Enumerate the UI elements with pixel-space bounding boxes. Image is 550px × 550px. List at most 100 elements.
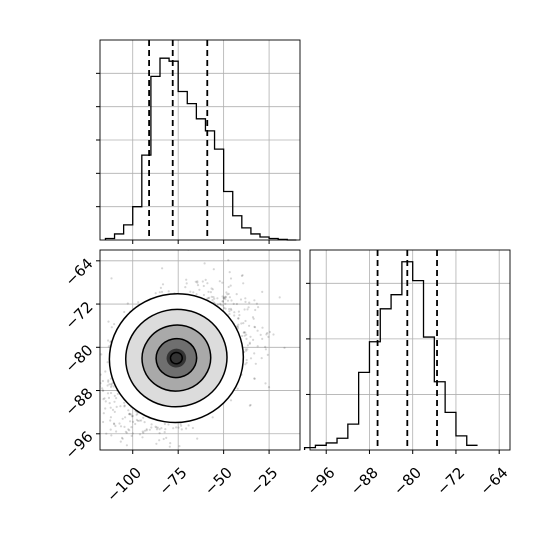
y-histogram-panel: −96 −88 −80 −72 −64 — [303, 249, 512, 499]
scatter-point — [114, 424, 117, 428]
scatter-point — [118, 422, 121, 425]
hist-y-x-tick-label: −96 — [303, 464, 338, 499]
scatter-point — [129, 420, 132, 423]
scatter-point — [161, 283, 165, 286]
scatter-point — [102, 389, 105, 392]
scatter-point — [226, 293, 229, 296]
scatter-point — [108, 383, 111, 386]
scatter-point — [245, 333, 248, 336]
scatter-point — [179, 422, 182, 425]
scatter-point — [158, 291, 161, 294]
scatter-point — [138, 433, 142, 436]
scatter-point — [264, 345, 267, 348]
scatter-point — [232, 302, 235, 305]
scatter-point — [268, 330, 271, 334]
scatter-point — [131, 455, 133, 457]
scatter-point — [254, 362, 257, 365]
scatter-point — [242, 322, 245, 325]
scatter-point — [167, 423, 170, 426]
scatter-point — [154, 292, 157, 295]
scatter-point — [194, 280, 197, 283]
scatter-point — [261, 337, 264, 340]
scatter-point — [94, 421, 96, 423]
scatter-point — [150, 423, 153, 426]
density-y-tick-label: −96 — [61, 428, 96, 463]
scatter-point — [131, 414, 134, 418]
scatter-point — [105, 432, 108, 435]
scatter-point — [228, 308, 231, 311]
scatter-point — [145, 429, 148, 432]
scatter-point — [119, 405, 122, 408]
scatter-point — [267, 335, 270, 338]
scatter-point — [228, 310, 231, 313]
density-x-tick-label: −50 — [201, 464, 236, 499]
scatter-point — [167, 290, 170, 293]
scatter-point — [104, 407, 107, 410]
scatter-point — [221, 295, 224, 298]
scatter-point — [248, 404, 251, 407]
scatter-point — [244, 363, 247, 366]
scatter-point — [224, 302, 227, 305]
scatter-point — [124, 416, 127, 419]
scatter-point — [123, 401, 126, 404]
scatter-point — [202, 293, 205, 297]
scatter-point — [223, 296, 226, 299]
scatter-point — [123, 310, 126, 314]
scatter-point — [244, 348, 247, 351]
scatter-point — [107, 339, 110, 342]
scatter-point — [253, 325, 256, 328]
scatter-point — [158, 439, 161, 442]
scatter-point — [142, 431, 145, 434]
hist-y-frame — [309, 249, 511, 451]
scatter-point — [163, 431, 166, 434]
scatter-point — [237, 317, 240, 320]
scatter-point — [102, 412, 105, 415]
scatter-point — [172, 427, 175, 430]
scatter-point — [119, 425, 123, 428]
scatter-point — [52, 397, 54, 399]
scatter-point — [100, 353, 103, 356]
scatter-point — [238, 314, 241, 317]
hist-y-x-tick-label: −64 — [476, 464, 511, 499]
scatter-point — [246, 344, 249, 347]
hist-y-x-tick-label: −80 — [390, 464, 425, 499]
scatter-point — [113, 400, 116, 403]
scatter-point — [101, 379, 104, 383]
scatter-point — [103, 397, 106, 400]
scatter-point — [124, 430, 127, 433]
scatter-point — [252, 338, 255, 341]
scatter-point — [150, 426, 153, 429]
scatter-point — [225, 291, 228, 294]
scatter-point — [128, 412, 131, 415]
scatter-point — [148, 428, 151, 431]
scatter-point — [168, 445, 171, 448]
density-y-tick-label: −72 — [61, 298, 96, 333]
scatter-point — [283, 346, 286, 349]
density-y-tick-label: −88 — [61, 384, 96, 419]
scatter-point — [254, 308, 257, 312]
scatter-point — [140, 419, 143, 422]
scatter-point — [143, 421, 146, 424]
scatter-point — [65, 336, 67, 338]
scatter-point — [101, 387, 104, 390]
scatter-point — [266, 353, 269, 356]
density-contour — [169, 351, 183, 365]
scatter-point — [177, 426, 180, 429]
scatter-point — [104, 370, 107, 373]
scatter-point — [206, 297, 209, 300]
scatter-point — [212, 296, 215, 299]
scatter-point — [155, 426, 158, 429]
scatter-point — [223, 306, 226, 309]
scatter-point — [237, 323, 240, 326]
scatter-point — [227, 259, 230, 262]
scatter-point — [115, 397, 118, 400]
scatter-point — [241, 274, 244, 277]
scatter-point — [142, 416, 145, 419]
scatter-point — [244, 297, 247, 300]
density-body — [52, 250, 300, 457]
scatter-point — [196, 281, 199, 284]
hist-y-x-tick-label: −88 — [347, 464, 382, 499]
scatter-point — [218, 280, 221, 283]
scatter-point — [175, 426, 178, 429]
scatter-point — [241, 334, 244, 338]
